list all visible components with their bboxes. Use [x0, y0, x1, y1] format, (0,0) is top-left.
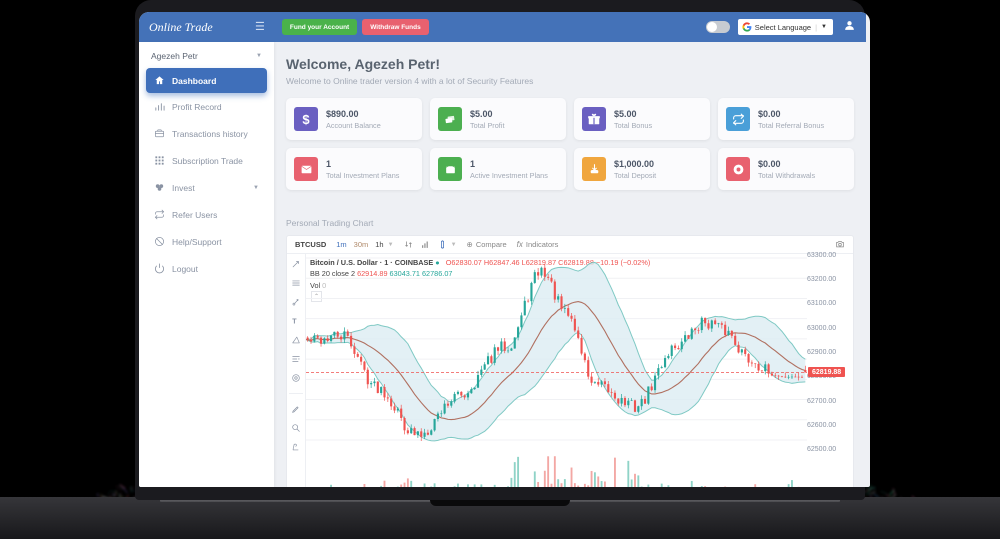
- svg-text:T: T: [292, 318, 297, 326]
